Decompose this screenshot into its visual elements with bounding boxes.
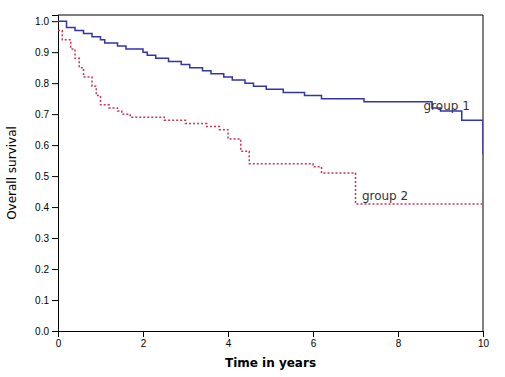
plot-area: 0 2 4 6 8 10 0.0 0.1 0.2 0.3 0.4 0.5 0.6 0.7 0.8 0.9 1.0… — [35, 15, 489, 349]
tick: 0 — [56, 331, 62, 349]
tick-label: 4 — [226, 338, 232, 349]
y-axis: 0.0 0.1 0.2 0.3 0.4 0.5 0.6 0.7 0.8 0.9 1.0 — [35, 16, 58, 337]
tick-label: 0.2 — [35, 264, 49, 275]
series-label: group 2 — [362, 189, 408, 203]
survival-line — [58, 21, 483, 154]
tick: 4 — [226, 331, 232, 349]
series-group — [58, 21, 483, 204]
tick: 2 — [141, 331, 147, 349]
tick-label: 0.4 — [35, 202, 49, 213]
tick: 0.4 — [35, 202, 58, 213]
chart: 0 2 4 6 8 10 0.0 0.1 0.2 0.3 0.4 0.5 0.6 0.7 0.8 0.9 1.0… — [0, 0, 505, 377]
tick: 0.6 — [35, 140, 58, 151]
tick-mark — [52, 21, 58, 22]
y-axis-title: Overall survival — [5, 126, 19, 220]
plot-frame — [483, 15, 484, 331]
tick-mark — [52, 331, 58, 332]
axis-line — [52, 16, 59, 332]
tick-mark — [228, 331, 229, 337]
tick-label: 0.0 — [35, 326, 49, 337]
tick: 0.1 — [35, 295, 58, 306]
tick-mark — [52, 238, 58, 239]
tick: 0.3 — [35, 233, 58, 244]
tick: 0.0 — [35, 326, 58, 337]
tick-mark — [52, 52, 58, 53]
tick-mark — [398, 331, 399, 337]
tick-mark — [52, 300, 58, 301]
tick-label: 0.5 — [35, 171, 49, 182]
tick-mark — [52, 176, 58, 177]
tick-label: 0.3 — [35, 233, 49, 244]
tick-mark — [143, 331, 144, 337]
tick: 10 — [478, 331, 490, 349]
axis-line — [59, 332, 484, 338]
x-axis-title: Time in years — [225, 356, 316, 370]
tick-label: 0.8 — [35, 78, 49, 89]
tick: 0.7 — [35, 109, 58, 120]
tick-label: 6 — [311, 338, 317, 349]
tick: 1.0 — [35, 16, 58, 27]
tick-label: 0.1 — [35, 295, 49, 306]
annotations: group 1 group 2 — [362, 99, 470, 203]
tick-label: 0 — [56, 338, 62, 349]
tick-mark — [483, 331, 484, 337]
tick: 8 — [396, 331, 402, 349]
tick-label: 0.6 — [35, 140, 49, 151]
tick-mark — [52, 83, 58, 84]
tick-label: 10 — [478, 338, 490, 349]
tick: 0.9 — [35, 47, 58, 58]
tick-mark — [52, 145, 58, 146]
tick-label: 1.0 — [35, 16, 49, 27]
tick-label: 2 — [141, 338, 147, 349]
tick-label: 8 — [396, 338, 402, 349]
tick-label: 0.9 — [35, 47, 49, 58]
tick: 0.5 — [35, 171, 58, 182]
series-label: group 1 — [424, 99, 470, 113]
tick-mark — [52, 114, 58, 115]
tick-mark — [313, 331, 314, 337]
tick: 6 — [311, 331, 317, 349]
tick: 0.2 — [35, 264, 58, 275]
x-axis: 0 2 4 6 8 10 — [56, 331, 490, 349]
tick-mark — [52, 207, 58, 208]
tick: 0.8 — [35, 78, 58, 89]
plot-frame — [58, 15, 483, 16]
tick-mark — [52, 269, 58, 270]
survival-line — [58, 30, 483, 203]
tick-label: 0.7 — [35, 109, 49, 120]
